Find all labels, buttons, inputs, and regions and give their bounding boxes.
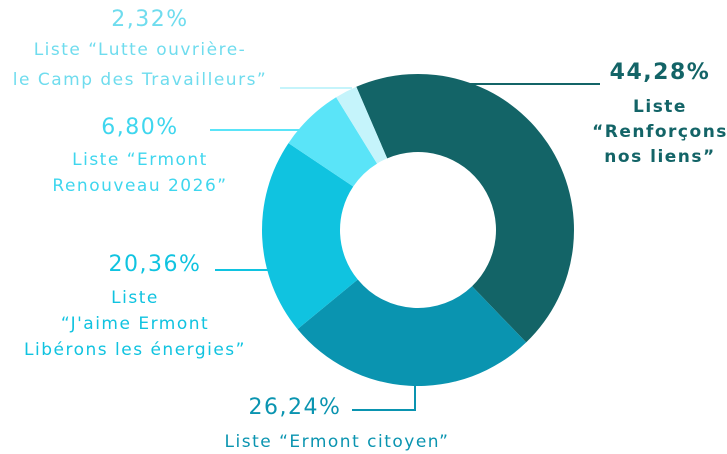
donut-slice [288,97,378,187]
category-label: “J'aime Ermont [61,314,209,334]
donut-slice [336,86,388,164]
category-label: Liste “Ermont citoyen” [225,432,450,452]
leader-line [352,354,416,411]
category-label: Liste “Lutte ouvrière- [34,40,247,60]
donut-slice [297,279,527,386]
category-label: Renouveau 2026” [52,176,227,196]
category-label: Liste “Ermont [72,150,208,170]
value-label: 2,32% [111,7,188,32]
category-label: Liste [633,97,687,117]
category-label: nos liens” [604,147,715,167]
value-label: 44,28% [610,60,711,85]
category-label: “Renforçons [592,122,727,142]
value-label: 20,36% [109,252,202,277]
value-label: 26,24% [249,395,342,420]
donut-slice [262,143,358,330]
category-label: le Camp des Travailleurs” [13,70,267,90]
category-label: Liste [111,288,159,308]
donut-slice [356,74,574,343]
category-label: Libérons les énergies” [24,340,246,360]
value-label: 6,80% [101,115,178,140]
